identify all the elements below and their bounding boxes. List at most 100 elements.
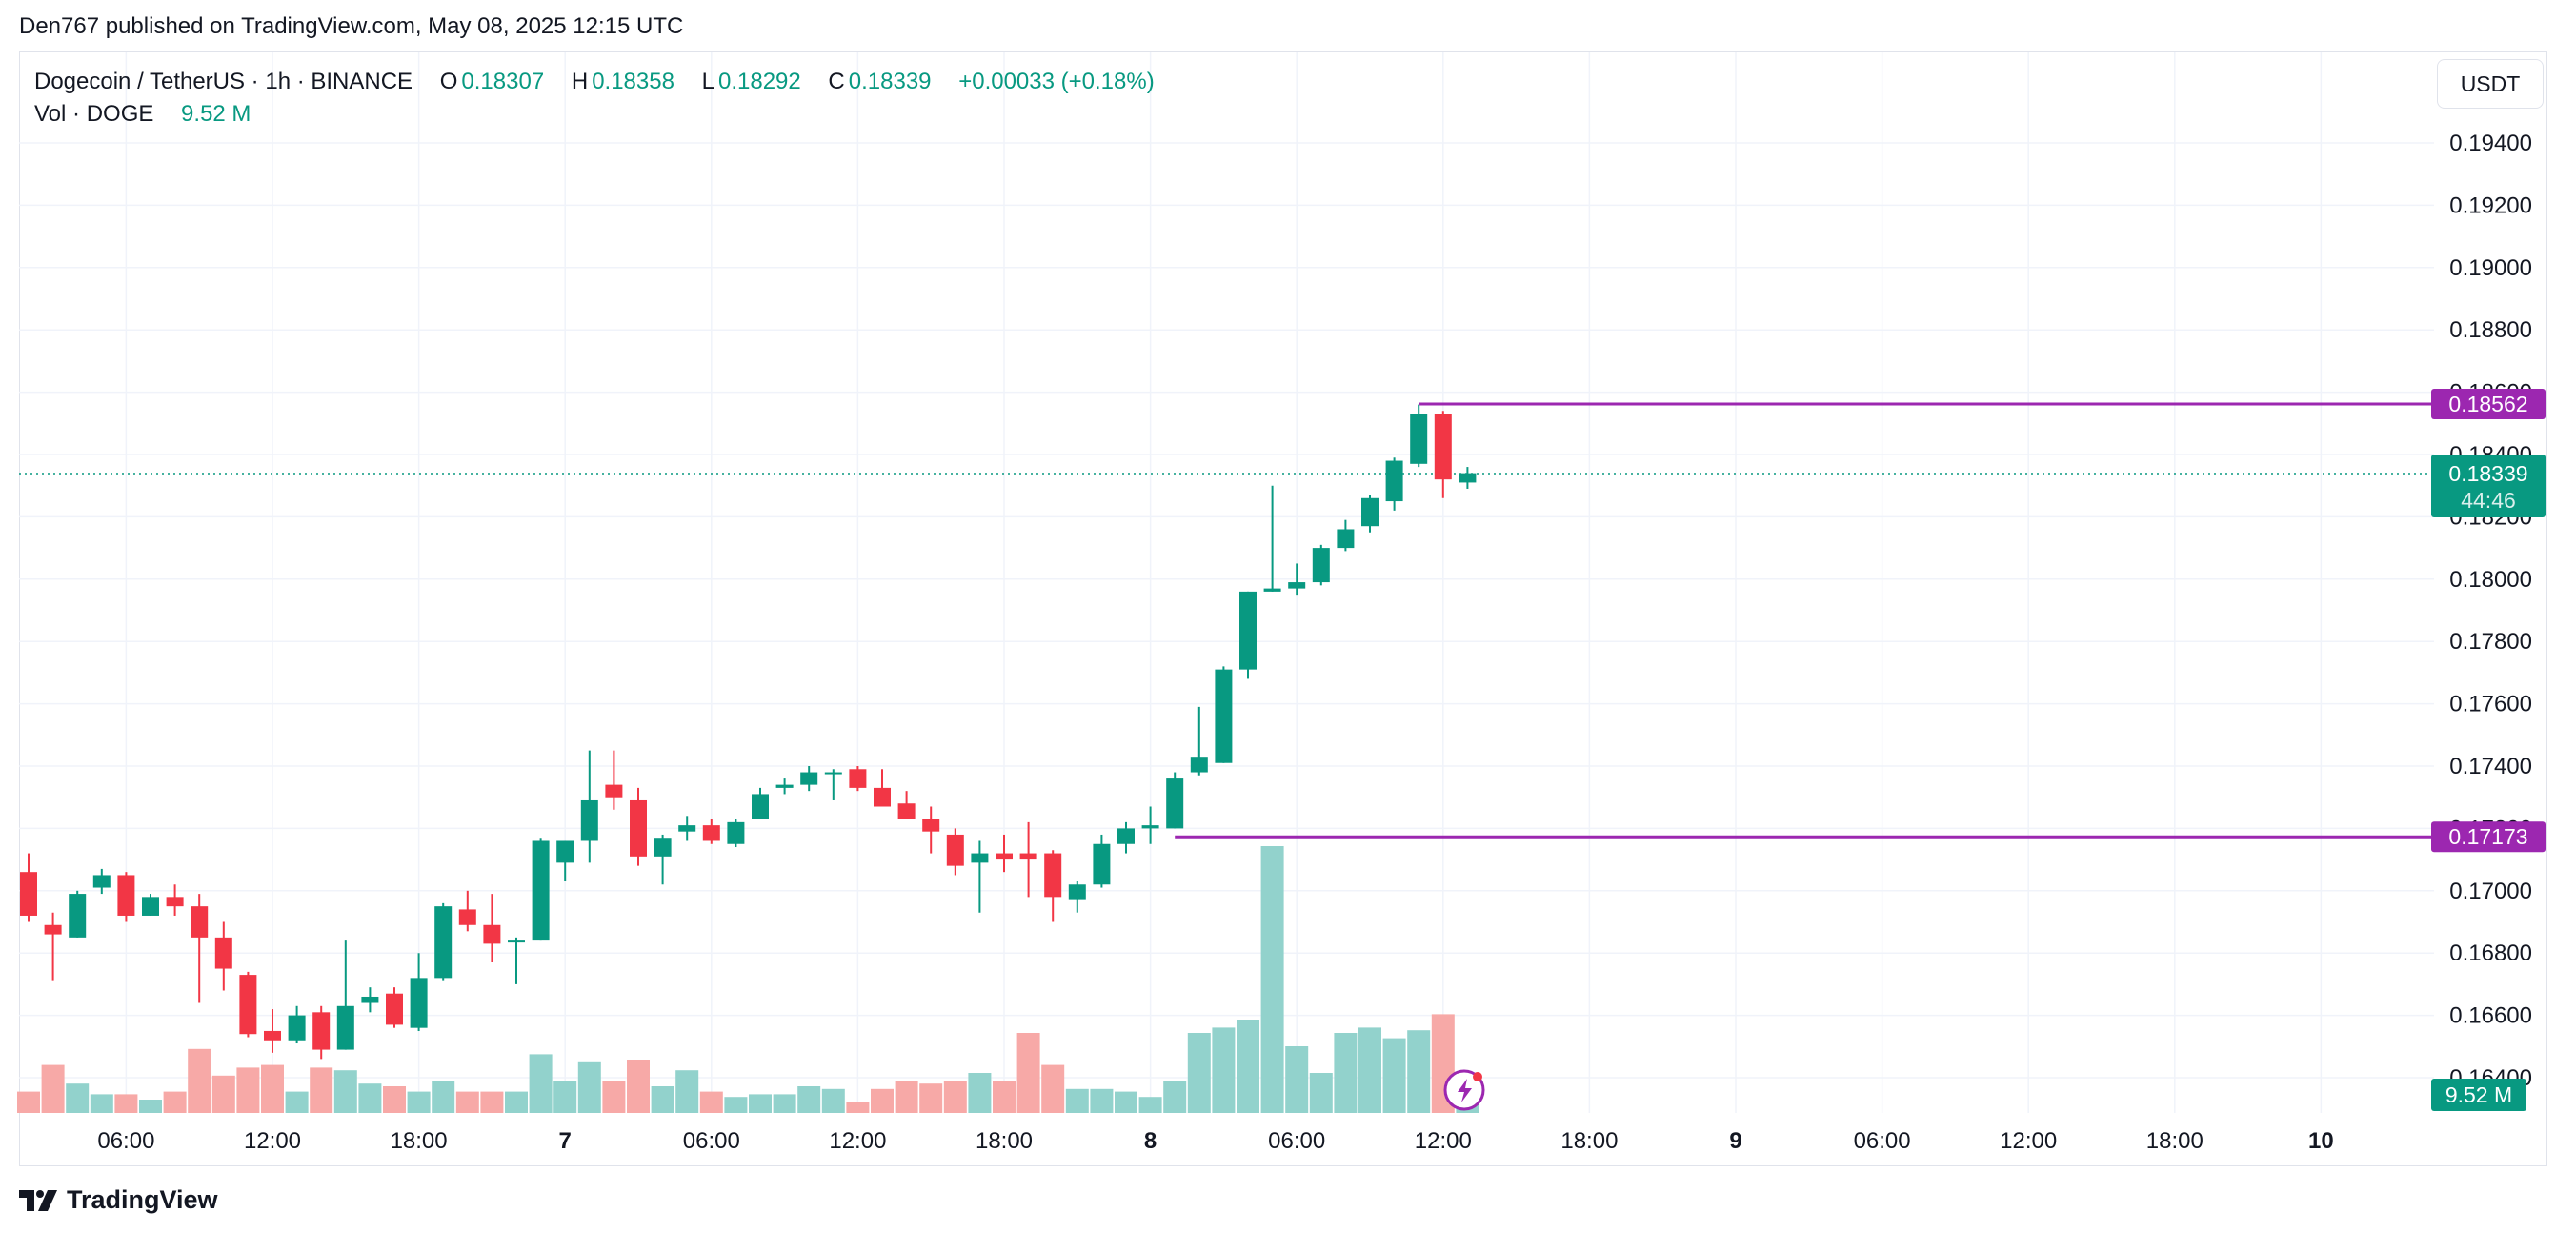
candle-down[interactable] <box>702 825 720 841</box>
x-axis-tick-label: 12:00 <box>829 1128 886 1154</box>
volume-bar <box>66 1083 90 1113</box>
candle-down[interactable] <box>1044 853 1062 898</box>
candle-up[interactable] <box>1068 884 1086 900</box>
candle-down[interactable] <box>483 924 501 944</box>
candle-down[interactable] <box>20 872 37 916</box>
volume-bar <box>1407 1030 1431 1113</box>
candle-down[interactable] <box>214 937 232 969</box>
candle-up[interactable] <box>434 906 453 979</box>
candle-up[interactable] <box>508 940 525 943</box>
volume-bar <box>602 1081 626 1113</box>
candle-up[interactable] <box>1312 548 1330 583</box>
candle-up[interactable] <box>410 978 428 1028</box>
y-axis-tick-label: 0.17400 <box>2449 754 2532 779</box>
level-price-tag <box>2431 389 2546 420</box>
volume-bar <box>675 1070 699 1113</box>
candle-down[interactable] <box>239 975 257 1035</box>
volume-bar <box>651 1086 674 1113</box>
candle-down[interactable] <box>264 1030 281 1041</box>
candle-up[interactable] <box>288 1015 306 1041</box>
volume-tag <box>2431 1079 2526 1111</box>
currency-button[interactable]: USDT <box>2437 59 2544 109</box>
candle-up[interactable] <box>824 772 842 775</box>
tradingview-brand: TradingView <box>67 1185 218 1214</box>
candle-up[interactable] <box>532 840 550 941</box>
x-axis-tick-label: 18:00 <box>976 1128 1033 1154</box>
volume-bar <box>968 1073 992 1113</box>
candle-up[interactable] <box>1410 414 1428 464</box>
candle-up[interactable] <box>336 1005 354 1050</box>
volume-bar <box>188 1048 211 1113</box>
candle-up[interactable] <box>775 784 794 788</box>
volume-bar <box>1285 1046 1309 1113</box>
candle-down[interactable] <box>897 803 916 819</box>
candle-down[interactable] <box>458 909 476 925</box>
candle-down[interactable] <box>1019 853 1037 860</box>
candle-up[interactable] <box>1263 588 1281 592</box>
candle-up[interactable] <box>556 840 574 863</box>
volume-bar <box>773 1094 796 1113</box>
notification-dot-icon <box>1473 1072 1482 1081</box>
x-axis-tick-label: 7 <box>559 1128 572 1154</box>
volume-bar <box>1090 1088 1114 1113</box>
x-axis-tick-label: 18:00 <box>1560 1128 1618 1154</box>
candle-down[interactable] <box>630 799 647 857</box>
volume-bar <box>480 1091 504 1113</box>
candle-up[interactable] <box>1337 529 1355 549</box>
candle-up[interactable] <box>1093 843 1111 885</box>
candle-down[interactable] <box>874 787 891 807</box>
candle-down[interactable] <box>1434 414 1452 480</box>
candle-down[interactable] <box>312 1012 331 1050</box>
candle-down[interactable] <box>386 993 403 1025</box>
legend-volume-label[interactable]: Vol · DOGE <box>34 101 154 127</box>
candle-up[interactable] <box>69 894 87 938</box>
candle-up[interactable] <box>1117 828 1135 844</box>
candle-up[interactable] <box>1459 473 1477 483</box>
candle-down[interactable] <box>117 875 135 916</box>
candle-up[interactable] <box>1361 497 1379 527</box>
candle-down[interactable] <box>922 819 940 832</box>
volume-bar <box>261 1064 284 1113</box>
volume-bar <box>41 1064 65 1113</box>
candle-down[interactable] <box>849 769 867 788</box>
candle-up[interactable] <box>92 875 111 888</box>
volume-bar <box>383 1086 406 1113</box>
legend-open-label: O <box>439 69 458 94</box>
candle-up[interactable] <box>361 996 379 1003</box>
volume-bar <box>1334 1033 1358 1113</box>
candle-up[interactable] <box>1141 825 1159 829</box>
level-price-label: 0.17173 <box>2448 824 2527 849</box>
candle-up[interactable] <box>800 772 818 785</box>
legend-high-label: H <box>571 69 589 94</box>
volume-bar <box>1237 1020 1259 1113</box>
candle-up[interactable] <box>580 799 598 841</box>
volume-bar <box>1212 1027 1236 1113</box>
legend-high-value: 0.18358 <box>592 69 674 94</box>
volume-tag-label: 9.52 M <box>2445 1082 2512 1107</box>
publisher-line: Den767 published on TradingView.com, May… <box>19 13 684 39</box>
candle-up[interactable] <box>1288 582 1306 589</box>
volume-bar <box>139 1100 162 1113</box>
candle-up[interactable] <box>1385 460 1403 502</box>
candle-down[interactable] <box>44 924 62 935</box>
candle-up[interactable] <box>1239 591 1257 670</box>
candle-down[interactable] <box>166 897 184 907</box>
candle-up[interactable] <box>678 825 696 832</box>
candle-down[interactable] <box>996 853 1013 860</box>
candle-up[interactable] <box>142 897 159 916</box>
candle-up[interactable] <box>727 821 745 844</box>
candle-down[interactable] <box>191 906 209 938</box>
candle-down[interactable] <box>605 784 623 798</box>
y-axis-tick-label: 0.19000 <box>2449 255 2532 281</box>
tradingview-logo[interactable]: TradingView <box>19 1185 218 1215</box>
candle-up[interactable] <box>1215 669 1233 763</box>
candle-up[interactable] <box>1190 757 1208 773</box>
candle-up[interactable] <box>654 838 672 857</box>
candle-up[interactable] <box>971 853 989 863</box>
candle-up[interactable] <box>1166 778 1184 829</box>
candle-down[interactable] <box>946 834 964 866</box>
legend-symbol[interactable]: Dogecoin / TetherUS · 1h · BINANCE <box>34 69 413 94</box>
x-axis-tick-label: 9 <box>1729 1128 1741 1154</box>
candle-up[interactable] <box>752 794 769 819</box>
